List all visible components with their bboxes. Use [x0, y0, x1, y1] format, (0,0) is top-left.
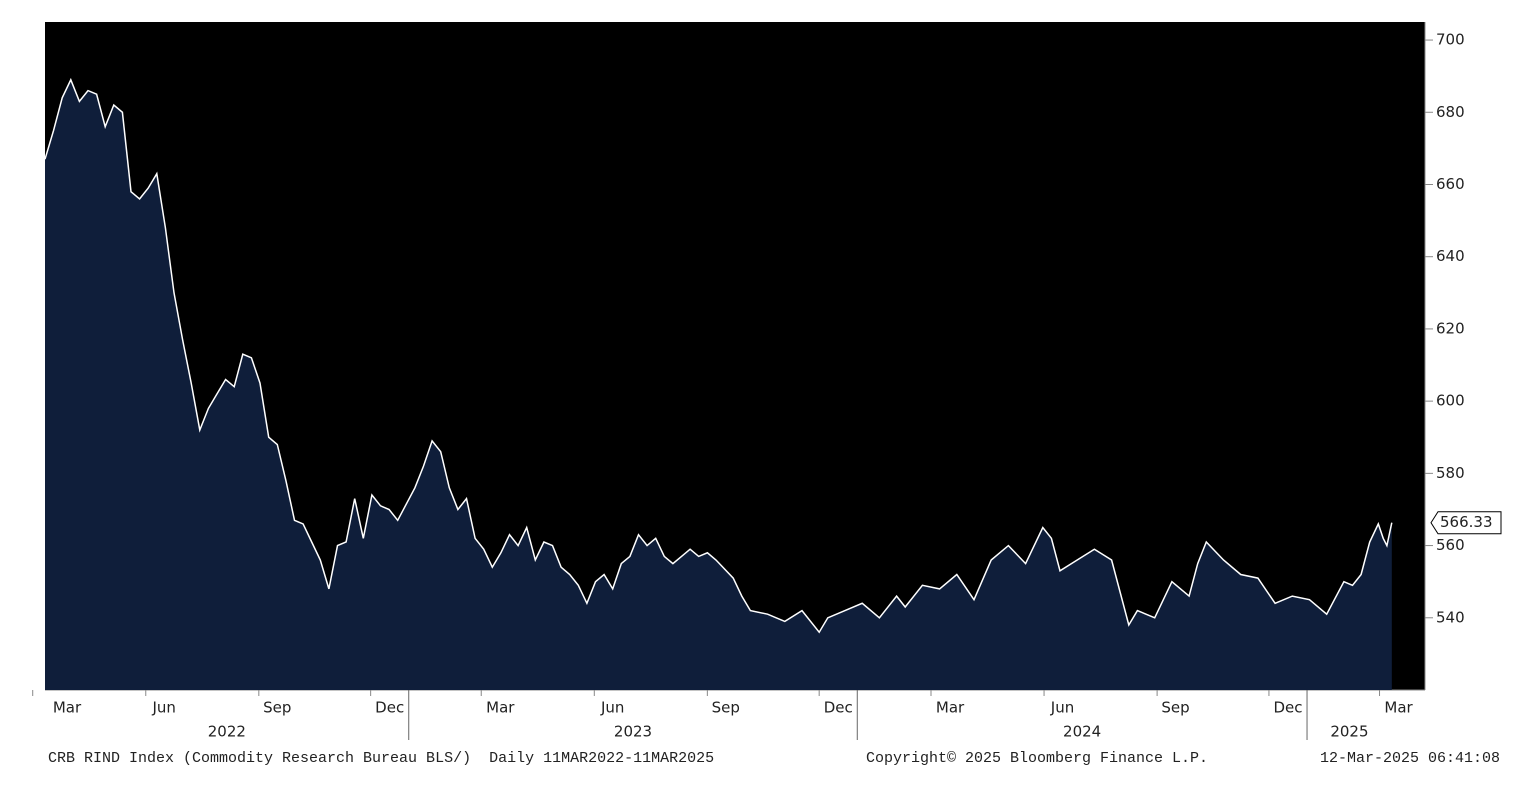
x-tick-label: Mar [486, 699, 515, 717]
y-tick-label: 620 [1436, 319, 1465, 337]
last-value-box [1430, 511, 1502, 535]
y-tick-label: 600 [1436, 392, 1465, 410]
x-tick-label: Sep [1161, 699, 1189, 717]
y-tick-label: 560 [1436, 536, 1465, 554]
x-tick-label: Mar [936, 699, 965, 717]
y-tick-label: 700 [1436, 31, 1465, 49]
x-tick-label: Jun [151, 699, 175, 717]
x-tick-label: Sep [263, 699, 291, 717]
timestamp: 12-Mar-2025 06:41:08 [1320, 750, 1500, 767]
area [45, 79, 1392, 691]
x-tick-label: Jun [600, 699, 624, 717]
y-tick-label: 580 [1436, 464, 1465, 482]
y-tick-label: 540 [1436, 608, 1465, 626]
last-value-label: 566.33 [1440, 513, 1493, 531]
x-tick-label: Mar [53, 699, 82, 717]
x-tick-label: Jun [1050, 699, 1074, 717]
x-tick-label: Sep [712, 699, 740, 717]
line [44, 77, 1393, 634]
y-tick-label: 660 [1436, 175, 1465, 193]
source-line: CRB RIND Index (Commodity Research Burea… [48, 750, 714, 767]
x-tick-label: Dec [375, 699, 404, 717]
copyright: Copyright© 2025 Bloomberg Finance L.P. [866, 750, 1208, 767]
year-label: 2024 [1063, 723, 1101, 741]
year-label: 2022 [208, 723, 246, 741]
x-tick-label: Dec [1273, 699, 1302, 717]
x-tick-label: Dec [824, 699, 853, 717]
year-label: 2025 [1330, 723, 1368, 741]
y-tick-label: 680 [1436, 103, 1465, 121]
year-label: 2023 [614, 723, 652, 741]
x-tick-label: Mar [1384, 699, 1413, 717]
y-tick-label: 640 [1436, 247, 1465, 265]
